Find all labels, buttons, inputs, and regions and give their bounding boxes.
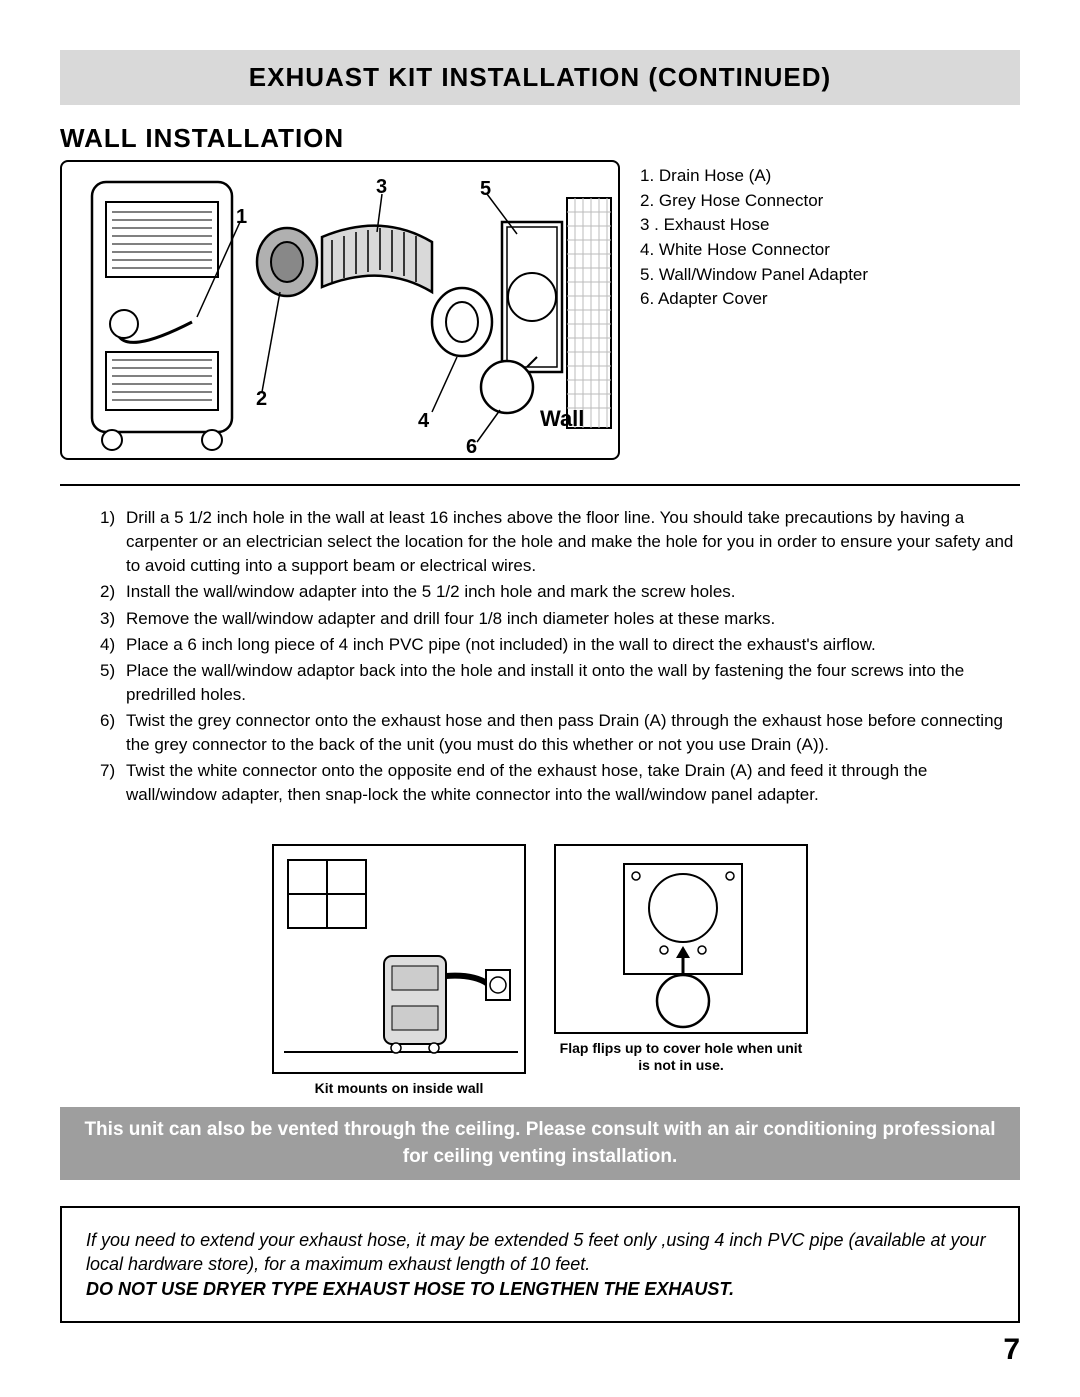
step-item: 6)Twist the grey connector onto the exha… — [100, 709, 1020, 757]
step-text: Twist the white connector onto the oppos… — [126, 759, 1020, 807]
legend-item: 2. Grey Hose Connector — [640, 189, 868, 214]
diagram-and-legend-row: 1 2 3 4 5 6 Wall 1. Drain Hose (A) 2. Gr… — [60, 160, 1020, 460]
step-item: 2)Install the wall/window adapter into t… — [100, 580, 1020, 604]
step-text: Place the wall/window adaptor back into … — [126, 659, 1020, 707]
step-num: 7) — [100, 759, 126, 807]
step-num: 3) — [100, 607, 126, 631]
figure-1-box — [272, 844, 526, 1074]
step-item: 5)Place the wall/window adaptor back int… — [100, 659, 1020, 707]
step-num: 1) — [100, 506, 126, 578]
diagram-callout-6: 6 — [466, 436, 477, 459]
legend-item: 1. Drain Hose (A) — [640, 164, 868, 189]
legend-item: 6. Adapter Cover — [640, 287, 868, 312]
diagram-callout-5: 5 — [480, 178, 491, 201]
step-item: 1)Drill a 5 1/2 inch hole in the wall at… — [100, 506, 1020, 578]
diagram-callout-4: 4 — [418, 410, 429, 433]
page-number: 7 — [1003, 1333, 1020, 1367]
diagram-callout-3: 3 — [376, 176, 387, 199]
figure-2-box — [554, 844, 808, 1034]
figure-1-svg — [274, 846, 528, 1076]
exploded-diagram: 1 2 3 4 5 6 Wall — [60, 160, 620, 460]
step-num: 4) — [100, 633, 126, 657]
figure-2-svg — [556, 846, 810, 1036]
step-num: 2) — [100, 580, 126, 604]
figure-inside-wall: Kit mounts on inside wall — [272, 844, 526, 1098]
step-item: 7)Twist the white connector onto the opp… — [100, 759, 1020, 807]
diagram-svg — [62, 162, 622, 462]
section-header: EXHUAST KIT INSTALLATION (CONTINUED) — [60, 50, 1020, 105]
divider-line — [60, 484, 1020, 486]
step-text: Place a 6 inch long piece of 4 inch PVC … — [126, 633, 1020, 657]
installation-steps: 1)Drill a 5 1/2 inch hole in the wall at… — [60, 506, 1020, 808]
legend-item: 3 . Exhaust Hose — [640, 213, 868, 238]
extension-text: If you need to extend your exhaust hose,… — [86, 1228, 994, 1277]
step-item: 4)Place a 6 inch long piece of 4 inch PV… — [100, 633, 1020, 657]
figure-1-caption: Kit mounts on inside wall — [272, 1080, 526, 1098]
subheading-wall-installation: WALL INSTALLATION — [60, 123, 1020, 154]
diagram-callout-1: 1 — [236, 206, 247, 229]
parts-legend: 1. Drain Hose (A) 2. Grey Hose Connector… — [640, 160, 868, 312]
ceiling-vent-note: This unit can also be vented through the… — [60, 1107, 1020, 1180]
figure-2-caption: Flap flips up to cover hole when unit is… — [554, 1040, 808, 1075]
step-num: 5) — [100, 659, 126, 707]
step-text: Twist the grey connector onto the exhaus… — [126, 709, 1020, 757]
figure-flap: Flap flips up to cover hole when unit is… — [554, 844, 808, 1098]
legend-item: 4. White Hose Connector — [640, 238, 868, 263]
step-num: 6) — [100, 709, 126, 757]
step-text: Drill a 5 1/2 inch hole in the wall at l… — [126, 506, 1020, 578]
step-text: Remove the wall/window adapter and drill… — [126, 607, 1020, 631]
step-item: 3)Remove the wall/window adapter and dri… — [100, 607, 1020, 631]
diagram-wall-label: Wall — [540, 406, 584, 432]
lower-figures-row: Kit mounts on inside wall Flap flips up … — [60, 844, 1020, 1098]
diagram-callout-2: 2 — [256, 388, 267, 411]
step-text: Install the wall/window adapter into the… — [126, 580, 1020, 604]
legend-item: 5. Wall/Window Panel Adapter — [640, 263, 868, 288]
extension-warning: DO NOT USE DRYER TYPE EXHAUST HOSE TO LE… — [86, 1277, 994, 1301]
extension-note-box: If you need to extend your exhaust hose,… — [60, 1206, 1020, 1323]
